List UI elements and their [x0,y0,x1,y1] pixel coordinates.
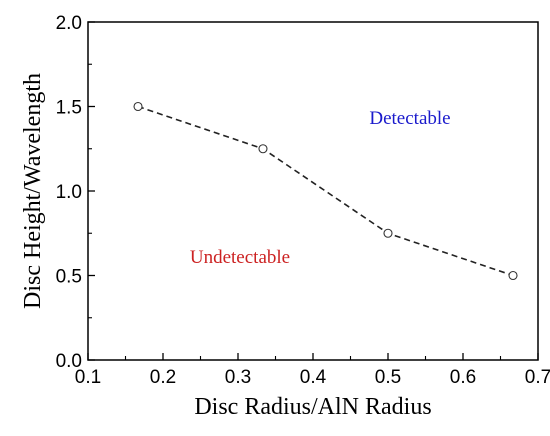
x-tick-label: 0.1 [75,367,101,388]
annotation-undetectable: Undetectable [190,247,290,268]
y-tick-label: 1.0 [56,182,82,203]
data-point [133,101,143,112]
x-tick-label: 0.4 [300,367,327,388]
series-line [137,105,514,277]
y-tick-label: 2.0 [56,13,82,34]
x-tick-label: 0.3 [225,367,251,388]
x-tick-label: 0.7 [525,367,550,388]
x-tick-label: 0.2 [150,367,176,388]
axis-ticks [87,21,539,361]
y-axis-title: Disc Height/Wavelength [20,73,46,309]
y-tick-label: 1.5 [56,98,82,119]
x-axis-title: Disc Radius/AlN Radius [194,394,431,420]
data-markers [133,101,518,281]
y-tick-label: 0.0 [56,351,82,372]
plot-frame [87,21,539,361]
annotation-detectable: Detectable [369,108,450,129]
data-point [508,270,518,281]
tick-labels: 0.1 0.2 0.3 0.4 0.5 0.6 0.7 0.0 0.5 1.0 1.5 2.0 [56,13,550,388]
data-point [383,228,393,238]
data-point [258,144,268,154]
x-tick-label: 0.5 [375,367,401,388]
y-tick-label: 0.5 [56,267,82,288]
x-tick-label: 0.6 [450,367,476,388]
